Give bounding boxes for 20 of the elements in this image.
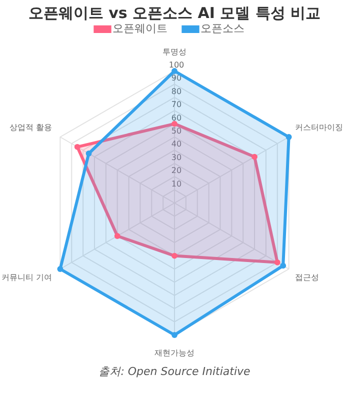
spoke-label: 재현가능성 xyxy=(154,348,194,358)
y-tick-label: 80 xyxy=(171,86,182,96)
y-tick-label: 20 xyxy=(171,166,182,176)
y-tick-label: 50 xyxy=(171,126,182,136)
y-tick-label: 90 xyxy=(171,74,182,83)
y-tick-label: 30 xyxy=(171,152,182,162)
spoke-label: 투명성 xyxy=(162,48,186,57)
spoke-label: 커뮤니티 기여 xyxy=(2,273,52,282)
y-tick-label: 100 xyxy=(168,60,184,70)
legend-label: 오픈웨이트 xyxy=(112,22,168,36)
y-tick-label: 70 xyxy=(171,100,182,110)
source-note: 출처: Open Source Initiative xyxy=(98,365,251,378)
legend-label: 오픈소스 xyxy=(200,22,244,36)
chart-title: 오픈웨이트 vs 오픈소스 AI 모델 특성 비교 xyxy=(28,4,321,22)
y-tick-label: 40 xyxy=(171,140,182,149)
y-tick-label: 60 xyxy=(171,113,182,122)
spoke-label: 커스터마이징 xyxy=(294,122,343,132)
spoke-label: 접근성 xyxy=(294,273,319,282)
spoke-label: 상업적 활용 xyxy=(10,122,52,132)
y-tick-label: 10 xyxy=(171,179,182,188)
